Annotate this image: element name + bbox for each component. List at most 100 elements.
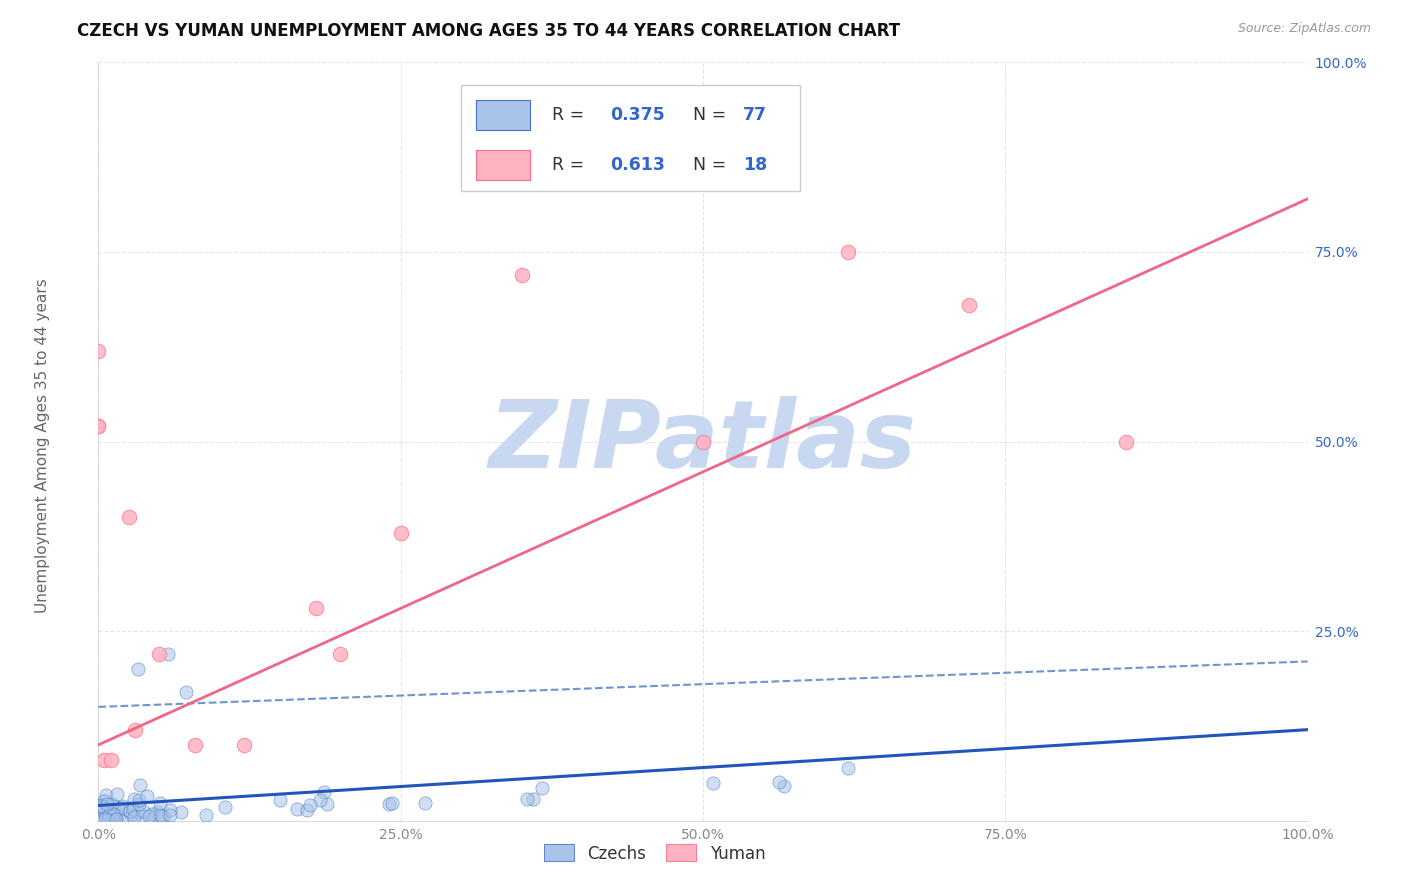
Point	[295, 803, 318, 817]
Text: 77: 77	[742, 106, 766, 124]
Point	[101, 807, 124, 822]
Point	[97, 813, 120, 827]
Point	[232, 738, 254, 752]
Point	[107, 801, 129, 815]
Point	[93, 800, 115, 814]
Text: 18: 18	[742, 156, 768, 174]
Point	[531, 780, 554, 795]
Point	[170, 805, 193, 819]
Text: 0.613: 0.613	[610, 156, 665, 174]
Point	[195, 808, 218, 822]
Point	[837, 761, 859, 775]
Point	[837, 244, 859, 259]
Point	[378, 797, 401, 812]
Point	[90, 798, 112, 813]
Point	[100, 810, 122, 824]
Point	[103, 807, 125, 822]
Point	[100, 810, 122, 824]
Point	[111, 800, 134, 814]
Point	[128, 778, 150, 792]
Point	[104, 813, 127, 827]
Point	[118, 510, 141, 524]
Point	[269, 793, 291, 807]
Point	[150, 809, 173, 823]
Point	[132, 804, 155, 818]
Point	[381, 796, 404, 810]
Text: N =: N =	[682, 106, 733, 124]
Point	[103, 799, 125, 814]
Point	[122, 809, 145, 823]
Point	[87, 343, 110, 358]
Point	[768, 775, 790, 789]
Point	[89, 799, 111, 814]
Point	[103, 807, 125, 822]
Point	[93, 794, 115, 808]
Point	[128, 797, 150, 811]
Point	[148, 647, 170, 661]
Point	[104, 812, 127, 826]
Point	[516, 792, 538, 806]
Point	[285, 802, 308, 816]
Point	[692, 434, 714, 449]
Point	[87, 799, 110, 814]
FancyBboxPatch shape	[475, 100, 530, 129]
Point	[93, 804, 115, 818]
Point	[124, 723, 146, 737]
Point	[145, 805, 167, 819]
FancyBboxPatch shape	[461, 85, 800, 191]
Point	[100, 753, 122, 767]
Point	[413, 796, 436, 810]
Point	[105, 787, 128, 801]
Point	[117, 804, 139, 818]
Text: N =: N =	[682, 156, 733, 174]
Point	[184, 738, 207, 752]
Point	[309, 792, 332, 806]
Point	[115, 811, 138, 825]
Point	[149, 796, 172, 810]
Point	[305, 601, 328, 615]
Point	[159, 808, 181, 822]
Text: R =: R =	[551, 106, 589, 124]
Point	[522, 791, 544, 805]
Point	[312, 785, 335, 799]
Text: CZECH VS YUMAN UNEMPLOYMENT AMONG AGES 35 TO 44 YEARS CORRELATION CHART: CZECH VS YUMAN UNEMPLOYMENT AMONG AGES 3…	[77, 22, 900, 40]
Point	[97, 803, 120, 817]
Point	[122, 792, 145, 806]
Text: R =: R =	[551, 156, 589, 174]
Point	[299, 797, 322, 812]
Point	[159, 803, 181, 817]
Point	[104, 807, 127, 822]
Point	[131, 809, 153, 823]
Point	[89, 810, 111, 824]
Point	[89, 798, 111, 813]
Point	[94, 806, 117, 821]
Text: 0.375: 0.375	[610, 106, 665, 124]
Point	[139, 807, 162, 822]
Point	[214, 800, 236, 814]
Point	[97, 808, 120, 822]
Point	[702, 776, 724, 790]
Point	[138, 809, 160, 823]
Point	[120, 804, 142, 818]
Text: Source: ZipAtlas.com: Source: ZipAtlas.com	[1237, 22, 1371, 36]
Point	[87, 419, 110, 434]
FancyBboxPatch shape	[475, 150, 530, 179]
Point	[139, 811, 162, 825]
Text: Unemployment Among Ages 35 to 44 years: Unemployment Among Ages 35 to 44 years	[35, 278, 49, 614]
Point	[329, 647, 352, 661]
Point	[87, 419, 110, 434]
Point	[93, 753, 115, 767]
Point	[957, 298, 980, 312]
Point	[128, 792, 150, 806]
Point	[389, 525, 412, 540]
Point	[156, 647, 179, 661]
Legend: Czechs, Yuman: Czechs, Yuman	[537, 838, 772, 869]
Point	[316, 797, 339, 811]
Point	[120, 808, 142, 822]
Point	[174, 685, 197, 699]
Point	[127, 805, 149, 819]
Point	[510, 268, 533, 282]
Point	[121, 802, 143, 816]
Point	[96, 797, 118, 812]
Point	[136, 789, 159, 804]
